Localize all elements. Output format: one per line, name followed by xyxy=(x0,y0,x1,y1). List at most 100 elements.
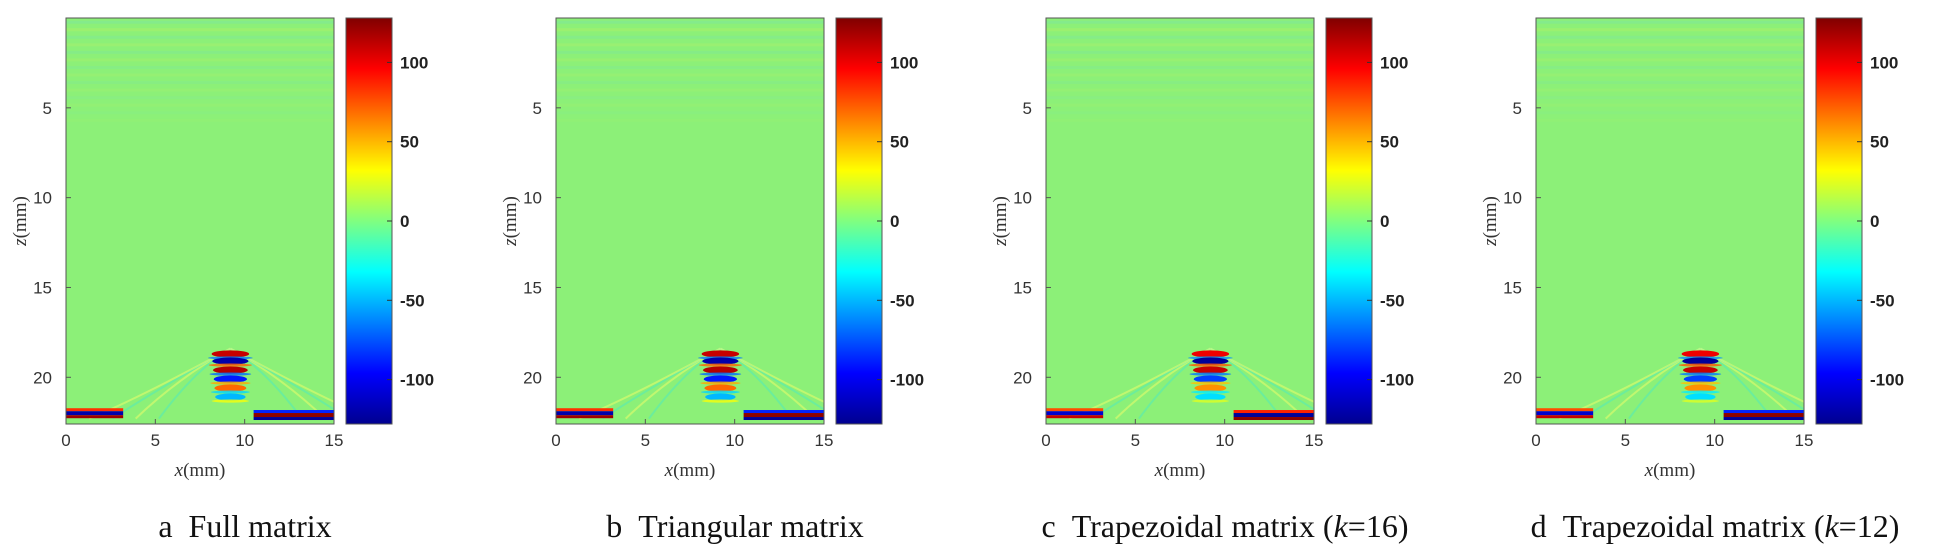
caption-k-var: k xyxy=(1333,508,1348,544)
texture-band xyxy=(66,35,334,39)
interface-echo-upper xyxy=(66,408,124,412)
texture-band xyxy=(66,58,334,62)
y-axis-var: z xyxy=(500,238,521,247)
texture-band xyxy=(1046,50,1314,54)
colorbar xyxy=(345,17,393,425)
echo-stripe xyxy=(213,366,248,374)
echo-stripe xyxy=(705,393,736,401)
texture-band xyxy=(556,43,824,47)
y-axis-var: z xyxy=(10,238,31,247)
interface-echo-lower xyxy=(743,417,824,421)
x-axis-unit: (mm) xyxy=(1163,460,1205,481)
echo-stripe-side xyxy=(1189,372,1232,376)
texture-band xyxy=(66,28,334,32)
x-tick-label: 5 xyxy=(1131,431,1140,450)
caption-text: Trapezoidal matrix ( xyxy=(1071,508,1334,544)
caption-letter: d xyxy=(1530,508,1563,544)
diffraction-arc xyxy=(719,347,824,403)
heatmap-field xyxy=(1536,18,1804,424)
echo-stripe-side xyxy=(1679,372,1722,376)
chart-panel-c: 0 5 10 15 5 10 15 20 x(mm) z(mm) 100 50 0 -50 -100 c Tr… xyxy=(980,0,1470,554)
echo-stripe xyxy=(1683,375,1717,383)
panel-caption: d Trapezoidal matrix (k=12) xyxy=(1470,508,1960,545)
colorbar-tick-label: -100 xyxy=(400,371,434,390)
x-tick-label: 5 xyxy=(1621,431,1630,450)
texture-band xyxy=(66,81,334,85)
texture-band xyxy=(556,28,824,32)
heatmap-field xyxy=(556,18,824,424)
y-tick-label: 20 xyxy=(523,368,542,387)
echo-stripe-side xyxy=(211,399,250,403)
y-tick-label: 10 xyxy=(523,189,542,208)
echo-stripe-side xyxy=(700,390,740,394)
caption-text: Triangular matrix xyxy=(638,508,864,544)
x-tick-label: 15 xyxy=(1795,431,1814,450)
echo-stripe-side xyxy=(210,390,250,394)
x-axis-title: x(mm) xyxy=(174,460,226,481)
echo-stripe xyxy=(1193,375,1227,383)
texture-band xyxy=(66,118,334,122)
texture-band xyxy=(556,118,824,122)
texture-band xyxy=(556,88,824,92)
x-tick-label: 0 xyxy=(1531,431,1540,450)
colorbar-tick-label: 0 xyxy=(890,212,899,231)
echo-stripe-side xyxy=(1681,399,1720,403)
caption-k-value: =16 xyxy=(1347,508,1398,544)
y-axis-title: z(mm) xyxy=(10,196,31,247)
y-axis-title: z(mm) xyxy=(1480,196,1501,247)
echo-stripe-side xyxy=(209,372,252,376)
colorbar xyxy=(1325,17,1373,425)
y-tick-label: 5 xyxy=(533,99,542,118)
heatmap-content xyxy=(66,20,334,421)
echo-stripe xyxy=(1681,350,1720,358)
axes-frame xyxy=(555,17,825,425)
colorbar-tick-label: 100 xyxy=(890,53,918,72)
interface-echo-upper xyxy=(1046,408,1104,412)
texture-band xyxy=(556,103,824,107)
interface-echo xyxy=(253,413,334,418)
texture-band xyxy=(66,88,334,92)
panel-caption: a Full matrix xyxy=(0,508,490,545)
texture-band xyxy=(66,20,334,24)
chart-panel-b: 0 5 10 15 5 10 15 20 x(mm) z(mm) 100 50 0 -50 -100 b Tr… xyxy=(490,0,980,554)
interface-echo xyxy=(1536,411,1594,416)
interface-echo xyxy=(743,413,824,418)
interface-echo-lower xyxy=(1723,417,1804,421)
texture-band xyxy=(1046,103,1314,107)
interface-echo-upper xyxy=(1233,410,1314,414)
y-tick-label: 20 xyxy=(1013,368,1032,387)
texture-band xyxy=(1046,88,1314,92)
texture-band xyxy=(1536,58,1804,62)
axes-frame xyxy=(65,17,335,425)
interface-echo xyxy=(556,411,614,416)
heatmap-content xyxy=(556,20,824,421)
texture-band xyxy=(1046,81,1314,85)
echo-stripe-side xyxy=(1190,381,1231,385)
caption-letter: b xyxy=(606,508,639,544)
caption-close: ) xyxy=(1888,508,1900,544)
colorbar-tick-label: -100 xyxy=(1380,371,1414,390)
diffraction-arc xyxy=(229,347,334,403)
echo-stripe xyxy=(1191,350,1230,358)
interface-echo-upper xyxy=(1723,410,1804,414)
x-tick-label: 10 xyxy=(235,431,254,450)
texture-band xyxy=(66,96,334,100)
echo-stripe xyxy=(1683,366,1718,374)
heatmap-content xyxy=(1536,20,1804,421)
colorbar-tick-label: 50 xyxy=(1380,133,1399,152)
y-tick-label: 5 xyxy=(43,99,52,118)
interface-echo-lower xyxy=(1536,415,1594,419)
texture-band xyxy=(1536,111,1804,115)
texture-band xyxy=(556,20,824,24)
colorbar-tick-label: 100 xyxy=(1380,53,1408,72)
interface-echo xyxy=(66,411,124,416)
interface-echo-lower xyxy=(253,417,334,421)
x-tick-label: 10 xyxy=(1705,431,1724,450)
x-axis-unit: (mm) xyxy=(183,460,225,481)
colorbar-tick-label: 0 xyxy=(1380,212,1389,231)
echo-stripe xyxy=(701,350,740,358)
texture-band xyxy=(556,58,824,62)
interface-echo xyxy=(1723,413,1804,418)
y-axis-title: z(mm) xyxy=(990,196,1011,247)
